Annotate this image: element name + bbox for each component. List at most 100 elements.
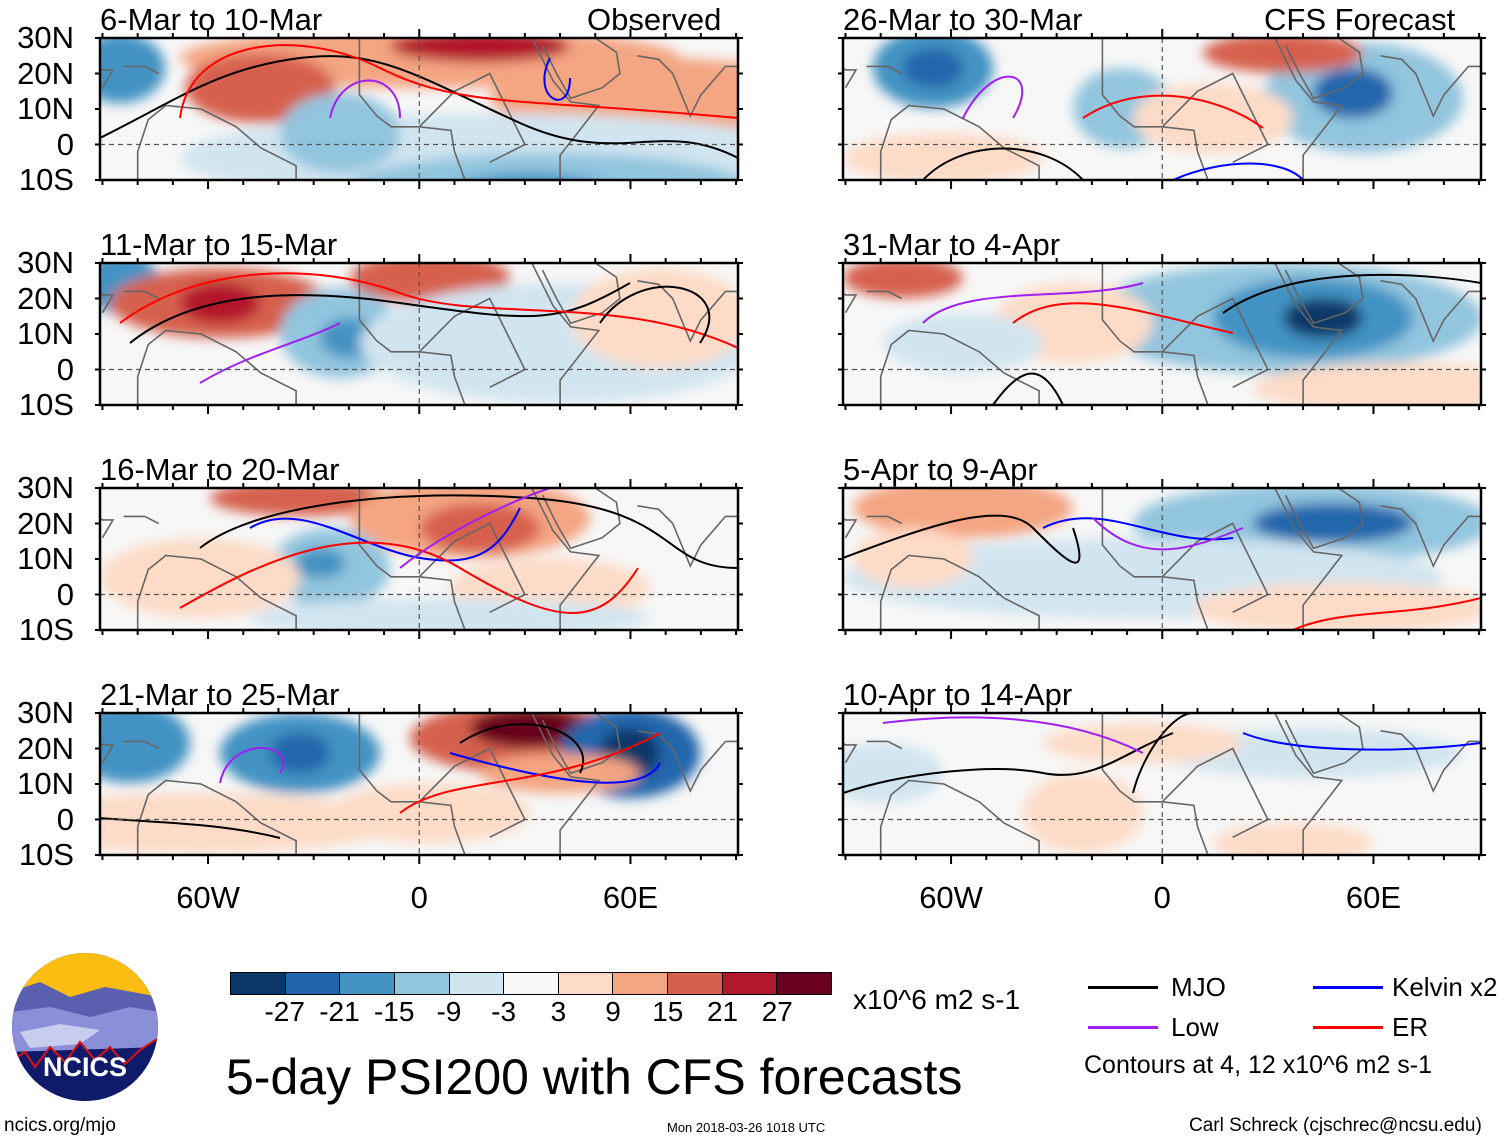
wave-contour	[449, 752, 661, 784]
coastline	[541, 263, 621, 325]
coastline	[1380, 55, 1481, 119]
anomaly-shading	[100, 538, 300, 618]
anomaly-shading	[270, 733, 330, 773]
panel-title: 31-Mar to 4-Apr	[843, 227, 1061, 262]
coastline	[1380, 280, 1481, 344]
coastline	[637, 505, 738, 569]
wave-contour	[1242, 732, 1481, 751]
anomaly-shading	[330, 783, 530, 843]
legend-line-kelvin	[1313, 986, 1383, 989]
anomaly-shading	[100, 38, 165, 103]
anomaly-shading	[570, 268, 738, 368]
anomaly-shading	[295, 548, 345, 578]
anomaly-shading	[843, 743, 943, 803]
map-panel	[95, 29, 743, 189]
map-panel	[838, 29, 1486, 189]
coastline	[1274, 713, 1344, 855]
colorbar-swatch	[231, 973, 286, 994]
coastline	[1380, 730, 1481, 794]
coastline	[136, 104, 297, 180]
map-panel	[95, 254, 743, 414]
coastline	[1284, 488, 1364, 550]
coastline	[123, 290, 160, 300]
coastline	[866, 740, 903, 750]
anomaly-shading	[355, 153, 738, 180]
colorbar-units: x10^6 m2 s-1	[853, 984, 1021, 1015]
lon-tick-label: 60W	[919, 880, 983, 915]
coastline	[866, 65, 903, 75]
lon-tick-label: 60E	[1345, 880, 1402, 915]
coastline	[637, 280, 738, 344]
footer-url[interactable]: ncics.org/mjo	[4, 1115, 116, 1136]
wave-contour	[922, 147, 1084, 180]
coastline	[843, 742, 858, 764]
colorbar-label: 9	[605, 996, 621, 1027]
coastline	[418, 297, 526, 389]
wave-contour	[219, 747, 285, 784]
coastline	[123, 740, 160, 750]
coastline	[123, 515, 160, 525]
anomaly-shading	[100, 713, 190, 783]
colorbar-label: 3	[550, 996, 567, 1027]
legend-label-er: ER	[1392, 1012, 1429, 1042]
coastline	[418, 72, 526, 164]
legend-line-er	[1313, 1026, 1383, 1029]
panel-title: 16-Mar to 20-Mar	[100, 452, 340, 487]
coastline	[541, 713, 621, 775]
wave-contour	[129, 282, 631, 344]
lat-tick-label: 30N	[17, 695, 74, 730]
anomaly-shading	[1253, 503, 1413, 543]
wave-contour	[459, 723, 584, 774]
coastline	[531, 38, 601, 180]
coastline	[100, 292, 115, 314]
anomaly-shading	[853, 488, 1073, 538]
coastline	[123, 65, 160, 75]
coastline	[879, 779, 1040, 855]
lat-tick-label: 10S	[18, 837, 74, 872]
coastline	[100, 742, 115, 764]
coastline	[136, 554, 297, 630]
lat-tick-label: 30N	[17, 245, 74, 280]
wave-contour	[843, 514, 1081, 564]
lon-tick-label: 0	[1153, 880, 1171, 915]
wave-contour	[962, 75, 1024, 119]
coastline	[1274, 38, 1344, 180]
coastline	[531, 488, 601, 630]
lat-tick-label: 10S	[18, 162, 74, 197]
lat-tick-label: 10N	[17, 766, 74, 801]
lat-tick-label: 30N	[17, 20, 74, 55]
anomaly-shading	[1313, 68, 1393, 118]
anomaly-shading	[250, 598, 650, 630]
legend-label-low: Low	[1171, 1012, 1219, 1042]
coastline	[531, 263, 601, 405]
lat-tick-label: 20N	[17, 55, 74, 91]
anomaly-shading	[903, 48, 963, 88]
coastline	[866, 515, 903, 525]
anomaly-shading	[1213, 823, 1373, 855]
anomaly-shading	[1023, 773, 1143, 853]
legend-label-kelvin: Kelvin x2	[1392, 972, 1498, 1002]
lat-tick-label: 20N	[17, 730, 74, 766]
lat-tick-label: 0	[56, 126, 74, 162]
colorbar-swatch	[285, 973, 341, 994]
wave-contour	[1132, 713, 1194, 794]
logo-text: NCICS	[43, 1052, 127, 1082]
map-panel	[95, 479, 743, 639]
anomaly-shading	[1253, 363, 1481, 405]
coastline	[1274, 263, 1344, 405]
wave-contour	[179, 44, 738, 119]
panel-title: 10-Apr to 14-Apr	[843, 677, 1073, 712]
wave-contour	[1042, 517, 1234, 541]
coastline	[1284, 38, 1364, 100]
forecast-label: CFS Forecast	[1264, 2, 1456, 37]
legend-line-low	[1088, 1026, 1158, 1029]
lat-tick-label: 10N	[17, 316, 74, 351]
anomaly-shading	[843, 263, 963, 298]
panel-title: 11-Mar to 15-Mar	[100, 227, 338, 262]
wave-contour	[399, 488, 551, 569]
figure-title: 5-day PSI200 with CFS forecasts	[226, 1049, 963, 1105]
colorbar-label: -27	[264, 996, 305, 1027]
coastline	[1284, 263, 1364, 325]
contours-note: Contours at 4, 12 x10^6 m2 s-1	[1084, 1051, 1433, 1079]
